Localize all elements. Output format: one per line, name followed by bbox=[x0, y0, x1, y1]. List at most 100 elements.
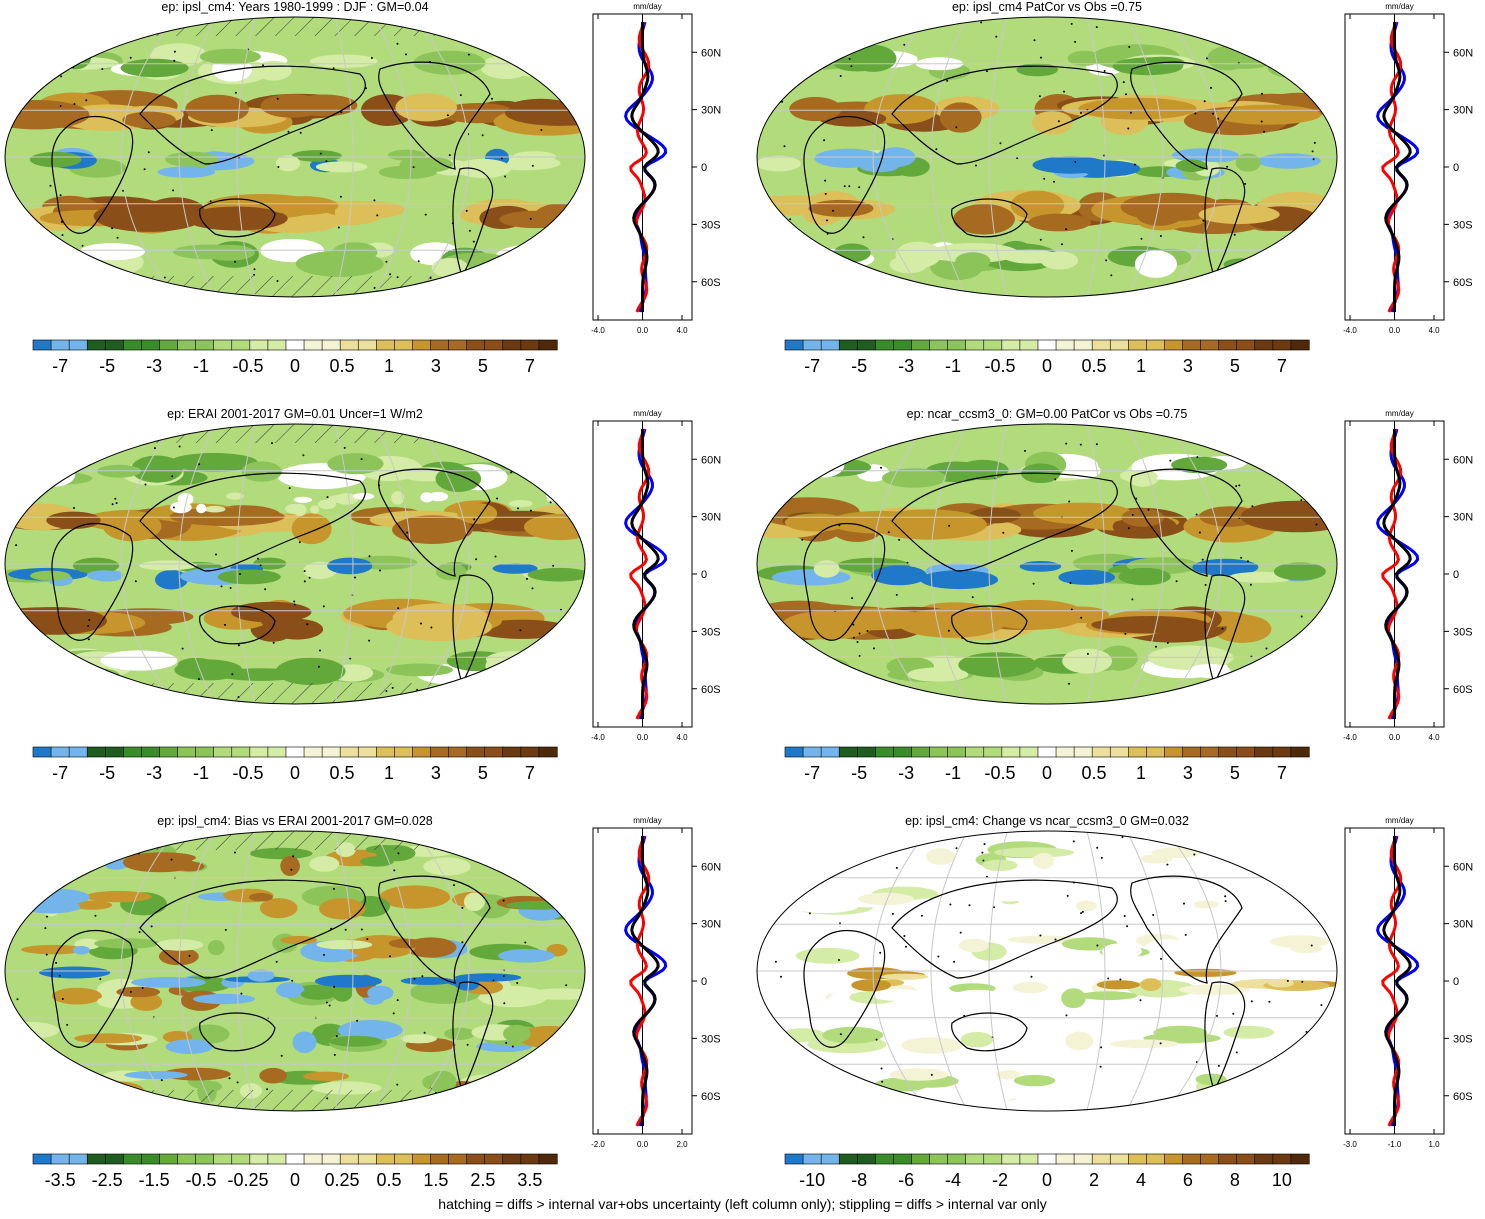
profile-unit-label: mm/day bbox=[633, 816, 661, 825]
precip-anomaly-region bbox=[828, 991, 855, 1011]
stipple-dot bbox=[1313, 141, 1316, 144]
stipple-dot bbox=[526, 577, 528, 580]
stipple-dot bbox=[181, 647, 184, 650]
colorbar-swatch bbox=[1290, 339, 1310, 351]
profile-x-tick: 4.0 bbox=[676, 326, 688, 335]
stipple-dot bbox=[1127, 127, 1130, 130]
colorbar-swatch bbox=[321, 1153, 341, 1165]
stipple-dot bbox=[1127, 527, 1130, 530]
colorbar: -7 -5 -3 -1 -0.5 0 0.5 1 3 5 7 bbox=[32, 746, 558, 783]
colorbar-swatch bbox=[1019, 339, 1039, 351]
colorbar-swatch bbox=[376, 746, 395, 758]
colorbar-swatch bbox=[1218, 746, 1238, 758]
stipple-dot bbox=[262, 64, 265, 67]
stipple-dot bbox=[67, 677, 70, 680]
precip-anomaly-region bbox=[463, 892, 485, 912]
colorbar-label: 1 bbox=[1136, 356, 1146, 376]
colorbar-swatch bbox=[231, 746, 251, 758]
precip-anomaly-region bbox=[1290, 945, 1323, 953]
stipple-dot bbox=[234, 851, 236, 854]
stipple-dot bbox=[73, 252, 76, 255]
stipple-dot bbox=[1107, 977, 1110, 980]
colorbar-label: -5 bbox=[99, 356, 115, 376]
precip-anomaly-region bbox=[124, 1071, 188, 1079]
colorbar-swatch bbox=[820, 339, 840, 351]
stipple-dot bbox=[503, 870, 506, 872]
colorbar-swatch bbox=[104, 339, 124, 351]
stipple-dot bbox=[983, 843, 986, 846]
stipple-dot bbox=[880, 1067, 883, 1070]
colorbar-label: 0 bbox=[1042, 763, 1052, 783]
stipple-dot bbox=[1030, 975, 1033, 978]
precip-anomaly-region bbox=[963, 1081, 1036, 1101]
colorbar-swatch bbox=[394, 1153, 414, 1165]
profile-line-observed bbox=[630, 429, 660, 719]
stipple-dot bbox=[1159, 1042, 1162, 1045]
stipple-dot bbox=[1040, 56, 1042, 59]
colorbar-swatch bbox=[947, 746, 967, 758]
map-field bbox=[5, 17, 585, 297]
colorbar-swatch bbox=[430, 1153, 450, 1165]
stipple-dot bbox=[1263, 130, 1266, 133]
precip-anomaly-region bbox=[1005, 993, 1061, 1006]
stipple-dot bbox=[858, 632, 861, 635]
stipple-dot bbox=[160, 1079, 163, 1082]
profile-lat-label: 30N bbox=[701, 105, 721, 117]
precip-anomaly-region bbox=[851, 979, 892, 992]
colorbar-label: 3 bbox=[431, 356, 441, 376]
colorbar-label: -0.25 bbox=[227, 1170, 268, 1190]
stipple-dot bbox=[1100, 856, 1103, 859]
precip-anomaly-region bbox=[291, 513, 332, 545]
figure-panel-p4: ep: ncar_ccsm3_0: GM=0.00 PatCor vs Obs … bbox=[752, 407, 1485, 812]
stipple-dot bbox=[45, 953, 48, 956]
precip-anomaly-region bbox=[1012, 982, 1049, 994]
colorbar-swatch bbox=[321, 339, 341, 351]
profile-x-tick: -4.0 bbox=[591, 326, 605, 335]
stipple-dot bbox=[504, 175, 507, 178]
precip-anomaly-region bbox=[392, 603, 489, 633]
profile-lat-label: 60N bbox=[701, 454, 721, 466]
precip-anomaly-region bbox=[35, 461, 76, 487]
stipple-dot bbox=[298, 541, 301, 544]
stipple-dot bbox=[912, 17, 915, 19]
stipple-dot bbox=[1288, 1076, 1291, 1079]
stipple-dot bbox=[1123, 915, 1126, 917]
profile-unit-label: mm/day bbox=[1385, 409, 1413, 418]
colorbar-label: -7 bbox=[52, 763, 68, 783]
stipple-dot bbox=[280, 1054, 283, 1057]
stipple-dot bbox=[843, 1095, 846, 1098]
colorbar-swatch bbox=[86, 746, 106, 758]
precip-anomaly-region bbox=[85, 890, 152, 903]
stipple-dot bbox=[373, 199, 376, 202]
stipple-dot bbox=[236, 1081, 239, 1084]
stipple-dot bbox=[109, 688, 112, 691]
precip-anomaly-region bbox=[1140, 978, 1162, 991]
colorbar-swatch bbox=[1290, 746, 1310, 758]
map-border bbox=[756, 830, 1338, 1112]
colorbar-swatch bbox=[1218, 1153, 1238, 1165]
stipple-dot bbox=[889, 18, 892, 20]
profile-x-tick: 0.0 bbox=[1389, 733, 1401, 742]
colorbar-swatch bbox=[141, 1153, 161, 1165]
stipple-dot bbox=[794, 1074, 797, 1077]
stipple-dot bbox=[829, 429, 832, 432]
profile-unit-label: mm/day bbox=[1385, 816, 1413, 825]
stipple-dot bbox=[360, 458, 363, 461]
stipple-dot bbox=[1204, 583, 1207, 586]
colorbar-swatch bbox=[285, 339, 305, 351]
precip-anomaly-region bbox=[507, 654, 539, 679]
stipple-dot bbox=[1169, 459, 1172, 462]
precip-anomaly-region bbox=[1235, 895, 1290, 916]
colorbar-label: 5 bbox=[478, 763, 488, 783]
colorbar-swatch bbox=[50, 746, 70, 758]
precip-anomaly-region bbox=[100, 650, 178, 671]
precip-anomaly-region bbox=[881, 973, 929, 980]
stipple-dot bbox=[288, 487, 291, 490]
stipple-dot bbox=[1121, 836, 1124, 838]
precip-anomaly-region bbox=[1223, 1025, 1275, 1039]
precip-anomaly-region bbox=[116, 986, 161, 998]
colorbar-swatch bbox=[484, 1153, 504, 1165]
stipple-dot bbox=[389, 273, 392, 276]
colorbar-label: -2 bbox=[992, 1170, 1008, 1190]
colorbar-swatch bbox=[1109, 746, 1129, 758]
